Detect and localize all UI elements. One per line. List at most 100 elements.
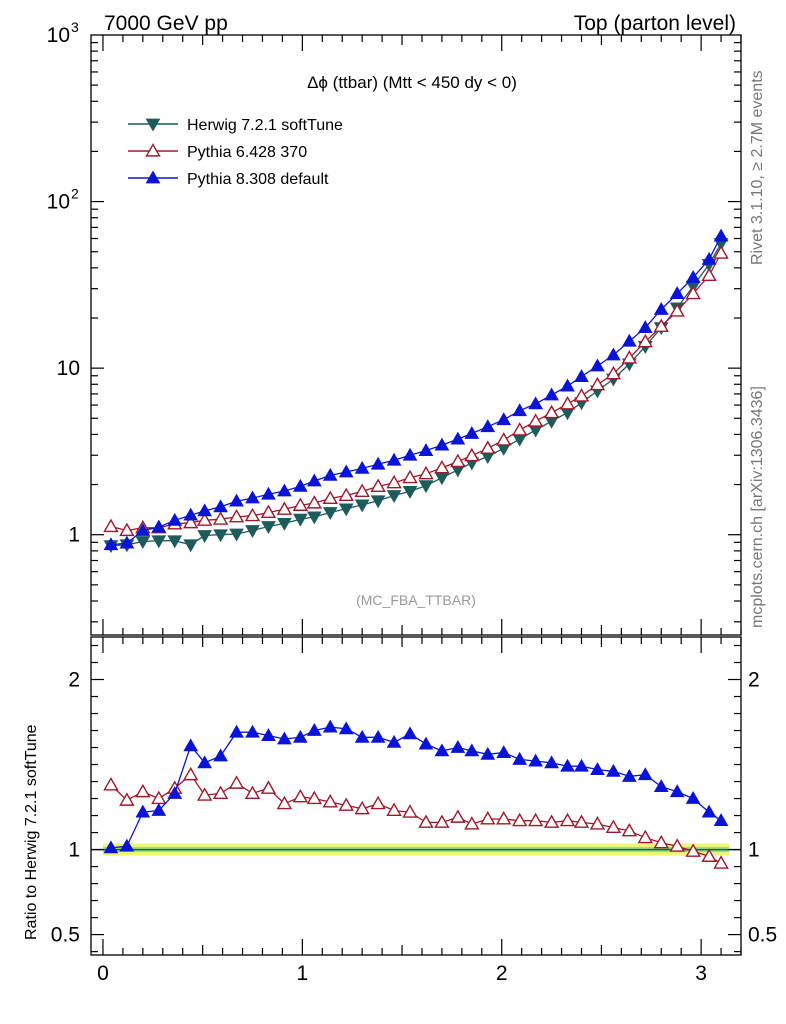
point-s1-14 bbox=[322, 490, 338, 505]
ratio-point-s1-3 bbox=[151, 802, 167, 816]
ratio-ylabel: Ratio to Herwig 7.2.1 softTune bbox=[23, 724, 40, 940]
ratio-point-s1-8 bbox=[229, 724, 244, 738]
point-s0-26 bbox=[512, 433, 528, 447]
point-s1-20 bbox=[418, 465, 434, 480]
point-s1-24 bbox=[480, 440, 496, 454]
side-label-mcplots: mcplots.cern.ch [arXiv:1306.3436] bbox=[749, 386, 766, 628]
point-s2-14 bbox=[322, 467, 338, 481]
point-s2-13 bbox=[306, 473, 322, 487]
ratio-point-s0-31 bbox=[589, 816, 606, 830]
watermark: (MC_FBA_TTBAR) bbox=[356, 592, 476, 608]
legend-marker-2 bbox=[145, 170, 161, 184]
point-s2-12 bbox=[292, 478, 308, 492]
point-s1-26 bbox=[511, 422, 528, 436]
ytick-label-ratio-right-2: 2 bbox=[748, 669, 760, 692]
ratio-point-s0-38 bbox=[701, 848, 717, 862]
ytick-label-sup-3: 3 bbox=[71, 19, 79, 35]
point-s2-39 bbox=[713, 228, 729, 242]
ratio-point-s1-25 bbox=[496, 745, 512, 759]
point-s1-13 bbox=[306, 495, 323, 509]
point-s0-12 bbox=[292, 513, 308, 527]
point-s1-15 bbox=[338, 487, 354, 502]
point-s2-16 bbox=[354, 460, 370, 474]
ytick-label-top-2: 10 bbox=[47, 191, 70, 214]
point-s2-20 bbox=[418, 443, 434, 456]
ratio-point-s0-25 bbox=[496, 811, 512, 825]
ratio-point-s1-24 bbox=[480, 746, 496, 760]
ratio-point-s0-19 bbox=[402, 804, 418, 818]
ratio-point-s1-6 bbox=[197, 755, 213, 769]
ratio-point-s0-14 bbox=[322, 794, 338, 808]
ratio-point-s1-7 bbox=[213, 748, 228, 762]
point-s2-37 bbox=[685, 270, 701, 283]
ratio-point-s1-0 bbox=[103, 840, 119, 854]
ratio-point-s0-23 bbox=[464, 816, 480, 830]
ratio-point-s0-18 bbox=[386, 802, 402, 817]
ratio-point-s1-12 bbox=[292, 729, 308, 743]
point-s1-1 bbox=[119, 522, 135, 537]
ratio-point-s1-34 bbox=[637, 767, 653, 781]
point-s2-11 bbox=[277, 483, 292, 497]
point-s1-23 bbox=[464, 447, 480, 462]
legend-marker-0 bbox=[145, 118, 161, 132]
point-s1-37 bbox=[685, 285, 701, 300]
point-s2-18 bbox=[386, 452, 402, 466]
ratio-point-s0-17 bbox=[370, 795, 386, 810]
point-s2-35 bbox=[653, 301, 669, 315]
point-s2-15 bbox=[338, 464, 354, 478]
point-s1-29 bbox=[559, 395, 576, 410]
point-s1-9 bbox=[244, 507, 261, 522]
ratio-point-s1-21 bbox=[434, 743, 450, 757]
legend-label-0: Herwig 7.2.1 softTune bbox=[187, 117, 343, 134]
point-s0-21 bbox=[434, 472, 450, 486]
point-s1-0 bbox=[103, 518, 119, 533]
point-s2-4 bbox=[167, 512, 183, 526]
ratio-point-s0-20 bbox=[418, 814, 434, 828]
point-s2-25 bbox=[496, 412, 512, 426]
ratio-point-s1-35 bbox=[653, 779, 669, 793]
ratio-point-s0-2 bbox=[135, 783, 151, 798]
point-s2-29 bbox=[560, 378, 575, 392]
ratio-point-s0-0 bbox=[103, 777, 119, 791]
ytick-label-sup-2: 2 bbox=[71, 186, 79, 202]
ratio-point-s1-23 bbox=[464, 743, 480, 757]
point-s1-6 bbox=[196, 512, 213, 526]
point-s1-19 bbox=[402, 469, 418, 484]
ratio-point-s1-5 bbox=[183, 738, 199, 752]
point-s2-8 bbox=[229, 493, 244, 507]
point-s1-8 bbox=[228, 508, 245, 523]
ratio-point-s1-29 bbox=[560, 758, 575, 772]
ratio-point-s0-30 bbox=[573, 814, 590, 828]
ratio-point-s0-10 bbox=[260, 780, 277, 794]
point-s1-34 bbox=[637, 333, 654, 348]
series-line-1 bbox=[110, 252, 722, 532]
ytick-label-top-1: 10 bbox=[57, 357, 80, 380]
point-s2-5 bbox=[183, 507, 199, 521]
legend-label-2: Pythia 8.308 default bbox=[187, 171, 329, 188]
point-s2-17 bbox=[370, 456, 386, 470]
point-s1-25 bbox=[496, 432, 512, 446]
ratio-point-s0-13 bbox=[306, 790, 323, 805]
ratio-point-s1-31 bbox=[590, 762, 605, 776]
ratio-point-s0-34 bbox=[637, 829, 654, 844]
ratio-point-s0-16 bbox=[354, 800, 370, 815]
point-s2-30 bbox=[574, 369, 589, 382]
header-left: 7000 GeV pp bbox=[104, 12, 228, 35]
point-s2-27 bbox=[528, 396, 543, 410]
point-s2-3 bbox=[151, 519, 167, 533]
ratio-point-s1-2 bbox=[135, 804, 151, 818]
point-s2-28 bbox=[544, 387, 559, 401]
ratio-point-s1-37 bbox=[685, 791, 701, 804]
side-label-rivet: Rivet 3.1.10, ≥ 2.7M events bbox=[749, 70, 766, 265]
point-s0-6 bbox=[197, 530, 213, 543]
ratio-point-s1-15 bbox=[338, 721, 354, 735]
legend-marker-1 bbox=[145, 143, 161, 157]
ratio-point-s1-16 bbox=[354, 729, 370, 743]
ratio-point-s0-3 bbox=[151, 790, 167, 805]
point-s2-19 bbox=[402, 447, 418, 461]
point-s2-34 bbox=[637, 320, 653, 334]
point-s2-31 bbox=[590, 358, 605, 372]
point-s2-38 bbox=[701, 251, 717, 265]
ratio-point-s0-24 bbox=[480, 811, 496, 825]
